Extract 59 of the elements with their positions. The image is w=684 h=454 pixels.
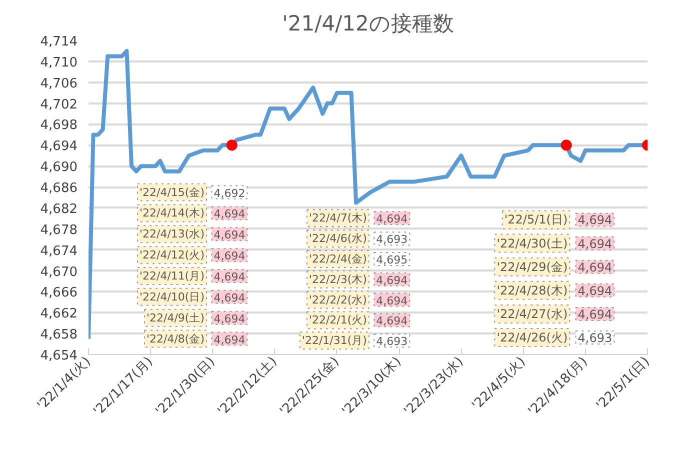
annotation: '22/4/14(木) [140, 206, 205, 220]
annotation: 4,694 [214, 208, 246, 221]
annotation: '22/4/27(水) [496, 306, 568, 321]
y-tick-label: 4,670 [40, 264, 78, 280]
annotation: '22/4/15(金) [140, 186, 205, 199]
y-tick-label: 4,682 [40, 202, 78, 217]
annotation: 4,694 [578, 307, 612, 322]
annotation: 4,694 [376, 294, 408, 308]
y-tick-label: 4,678 [40, 222, 78, 238]
annotation: 4,694 [578, 213, 612, 228]
y-tick-label: 4,706 [40, 76, 78, 92]
annotation: '22/4/7(木) [308, 212, 367, 225]
annotation: '22/2/1(火) [308, 314, 367, 327]
annotation: '22/4/13(水) [140, 228, 205, 241]
annotation: '22/4/11(月) [140, 270, 205, 282]
annotation: 4,694 [214, 333, 246, 346]
annotation: '22/4/10(日) [140, 290, 205, 304]
annotation: 4,695 [376, 253, 408, 266]
annotation: 4,694 [214, 228, 246, 242]
annotation: '22/4/29(金) [496, 260, 568, 274]
annotation: 4,693 [376, 335, 408, 348]
annotation: 4,694 [376, 274, 408, 287]
y-tick-label: 4,674 [40, 244, 78, 259]
annotation: 4,692 [214, 186, 246, 200]
annotation: 4,694 [376, 314, 408, 328]
y-tick-label: 4,662 [40, 306, 78, 322]
annotation: '22/4/9(土) [146, 311, 205, 324]
annotation: '22/4/28(木) [496, 283, 568, 298]
y-tick-label: 4,714 [40, 34, 78, 50]
annotation: 4,694 [214, 291, 246, 304]
annotation: 4,694 [214, 250, 246, 263]
annotation: '22/2/2(水) [308, 293, 367, 306]
y-tick-label: 4,654 [40, 348, 78, 364]
annotation: 4,693 [578, 330, 612, 345]
annotation: 4,694 [578, 260, 612, 274]
annotation: 4,694 [214, 270, 246, 284]
annotation: 4,694 [376, 212, 408, 226]
y-tick-label: 4,694 [40, 139, 78, 154]
chart-title: '21/4/12の接種数 [282, 12, 454, 36]
annotation: 4,694 [578, 284, 612, 298]
annotation: 4,694 [578, 236, 612, 251]
annotation: 4,693 [376, 233, 408, 246]
annotation: '22/4/26(火) [496, 330, 568, 344]
y-tick-label: 4,686 [40, 181, 78, 196]
y-tick-label: 4,702 [40, 97, 78, 112]
annotation: '22/4/6(水) [308, 232, 367, 246]
annotation: 4,694 [214, 312, 246, 326]
y-tick-label: 4,658 [40, 328, 78, 343]
annotation: '22/1/31(月) [302, 334, 367, 348]
y-tick-label: 4,698 [40, 118, 78, 134]
y-tick-label: 4,666 [40, 286, 78, 301]
annotation: '22/2/4(金) [308, 252, 367, 266]
annotation: '22/4/30(土) [496, 236, 568, 250]
annotation: '22/4/8(金) [146, 332, 205, 346]
y-tick-label: 4,690 [40, 160, 78, 176]
annotation: '22/4/12(火) [140, 248, 205, 262]
y-tick-label: 4,710 [40, 55, 78, 70]
annotation: '22/5/1(日) [504, 212, 568, 227]
annotation: '22/2/3(木) [308, 272, 367, 286]
